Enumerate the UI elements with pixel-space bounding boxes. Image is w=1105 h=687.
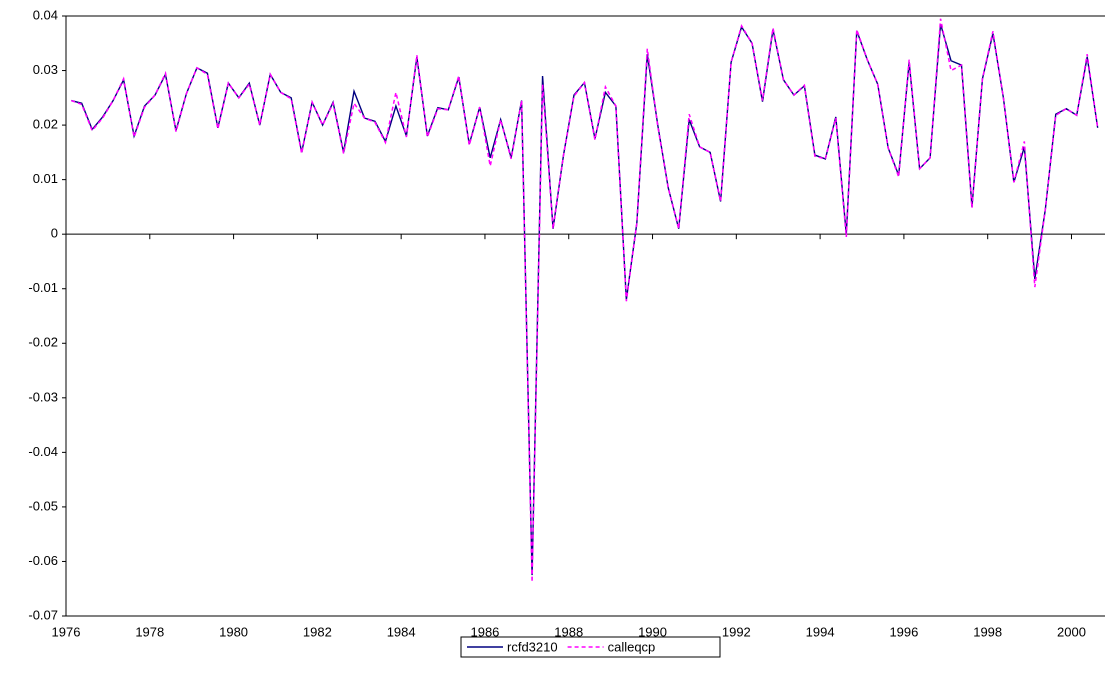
x-tick-label: 1986 (470, 624, 499, 639)
x-tick-label: 1998 (973, 624, 1002, 639)
x-tick-label: 1976 (52, 624, 81, 639)
y-tick-label: -0.02 (28, 335, 58, 350)
y-tick-label: -0.04 (28, 444, 58, 459)
y-tick-label: -0.06 (28, 553, 58, 568)
x-tick-label: 1980 (219, 624, 248, 639)
y-tick-label: -0.07 (28, 607, 58, 622)
y-tick-label: 0.02 (33, 117, 58, 132)
legend-label: rcfd3210 (507, 639, 558, 654)
y-tick-label: 0.01 (33, 171, 58, 186)
x-tick-label: 1994 (806, 624, 835, 639)
x-tick-label: 1990 (638, 624, 667, 639)
y-tick-label: 0 (51, 226, 58, 241)
x-tick-label: 2000 (1057, 624, 1086, 639)
x-tick-label: 1978 (135, 624, 164, 639)
x-tick-label: 1996 (889, 624, 918, 639)
y-tick-label: -0.03 (28, 389, 58, 404)
x-tick-label: 1992 (722, 624, 751, 639)
y-tick-label: -0.01 (28, 280, 58, 295)
y-tick-label: 0.03 (33, 62, 58, 77)
legend-label: calleqcp (608, 639, 656, 654)
y-tick-label: 0.04 (33, 7, 58, 22)
x-tick-label: 1988 (554, 624, 583, 639)
series-line (70, 18, 1099, 583)
y-tick-label: -0.05 (28, 498, 58, 513)
x-tick-label: 1982 (303, 624, 332, 639)
x-tick-label: 1984 (387, 624, 416, 639)
series-line (71, 23, 1099, 576)
